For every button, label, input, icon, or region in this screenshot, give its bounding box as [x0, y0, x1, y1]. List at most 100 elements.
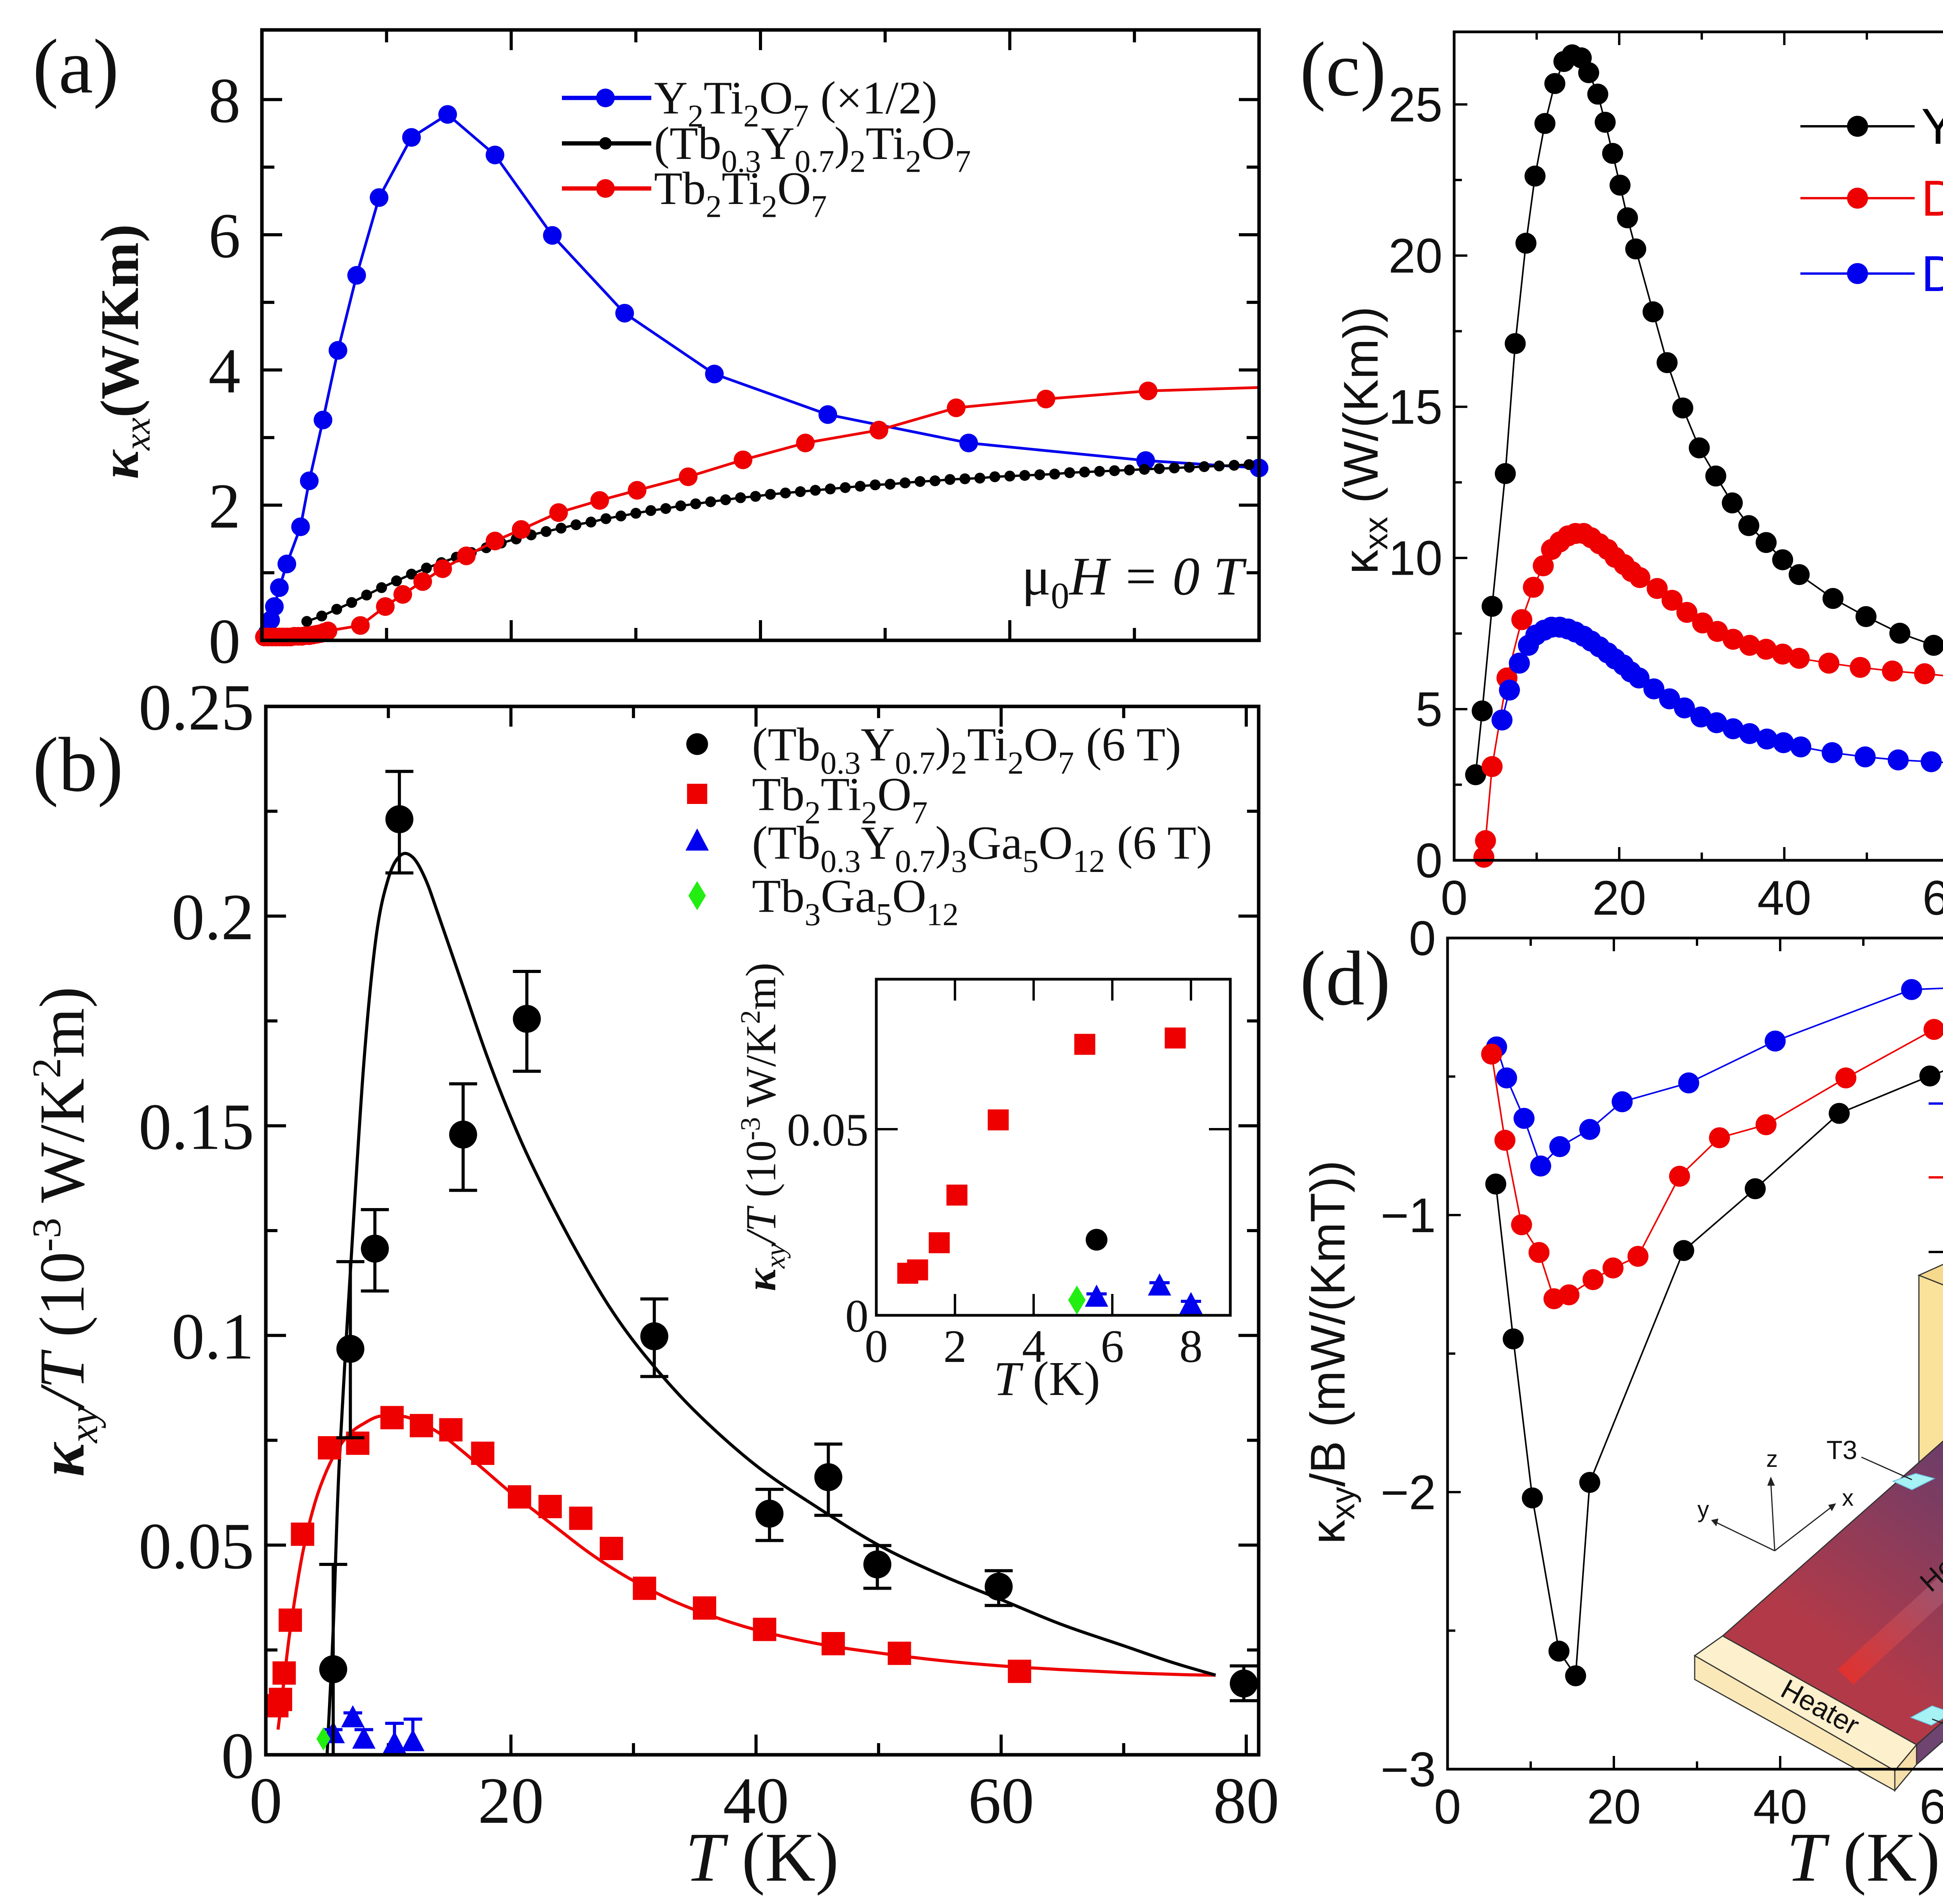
data-point: [1579, 1472, 1600, 1493]
data-point: [1627, 1246, 1649, 1267]
data-point: [1887, 749, 1909, 771]
data-point-square: [380, 1406, 404, 1430]
data-point: [1656, 352, 1678, 373]
data-point: [421, 562, 432, 574]
x-tick-label: 8: [1179, 1320, 1203, 1372]
legend-text-part: Dy: [1921, 170, 1943, 227]
y-tick-label: 15: [1388, 380, 1442, 434]
y-tick-label: 0: [1415, 834, 1442, 888]
inset-data-point: [907, 1259, 928, 1281]
data-point: [840, 482, 851, 493]
data-point: [1854, 746, 1876, 767]
data-point-triangle: [401, 1729, 425, 1751]
inset-data-point: [1165, 1027, 1186, 1049]
data-point: [947, 398, 966, 417]
data-point-square: [822, 1632, 845, 1656]
data-point: [391, 575, 402, 586]
legend-text-part: Tb: [752, 768, 805, 821]
data-point: [1705, 466, 1727, 487]
data-point: [406, 568, 417, 580]
data-point-square: [279, 1608, 302, 1632]
data-point: [438, 105, 457, 124]
data-point: [316, 610, 327, 622]
data-point: [1828, 1103, 1850, 1124]
data-point-square: [600, 1537, 623, 1561]
y-tick-label: 0: [221, 1719, 254, 1792]
data-point: [1646, 578, 1668, 599]
data-point: [1582, 1269, 1604, 1290]
legend-label: DyYTi2O7: [1921, 245, 1943, 312]
legend-subscript: 3: [951, 843, 967, 879]
inset-ylabel-unit-3: m): [737, 962, 785, 1010]
y-axis: [1714, 1521, 1775, 1552]
data-point-circle: [385, 805, 413, 833]
data-point: [413, 572, 432, 591]
inset-data-point: [1085, 1229, 1108, 1251]
data-point-circle: [1230, 1669, 1258, 1698]
data-point: [1228, 460, 1240, 471]
data-point: [1036, 389, 1055, 408]
panel-a-axes: 0 2 4 6 8: [209, 30, 1259, 677]
panel-label-c: (c): [1300, 26, 1386, 112]
data-point: [555, 523, 567, 534]
data-point: [1511, 609, 1533, 630]
x-tick-label: 0: [249, 1764, 283, 1837]
panel-c-data: [1465, 44, 1943, 868]
data-point: [1642, 301, 1664, 323]
inset-ylabel-over-t: /T: [737, 1205, 785, 1246]
inset-frame: [875, 978, 1232, 1317]
svg-text:κxx(W/Km): κxx(W/Km): [90, 224, 158, 479]
y-tick-label: 4: [209, 335, 241, 406]
data-point: [1756, 728, 1777, 750]
legend-text-part: Ga: [821, 870, 876, 922]
x-tick-label: 20: [478, 1764, 544, 1837]
t3-label: T3: [1826, 1435, 1857, 1465]
legend-subscript: 2: [905, 144, 921, 179]
inset-ylabel-unit-2: W/K: [737, 1024, 785, 1117]
z-axis: [1770, 1482, 1776, 1551]
y-tick-label: 0.1: [172, 1300, 255, 1373]
data-point: [1643, 678, 1665, 699]
legend-text-part: ): [834, 117, 850, 169]
data-point: [1889, 622, 1910, 644]
data-point: [750, 491, 761, 502]
x-tick-label: 6: [1101, 1320, 1124, 1372]
data-point: [1706, 712, 1727, 733]
x-tick-label: 2: [943, 1320, 966, 1372]
data-point-circle: [755, 1499, 784, 1528]
legend-text-part: DyYTi: [1921, 245, 1943, 302]
data-point: [1923, 635, 1943, 656]
panel-d-legend: DyYTi2O7Dy2Ti2O7Y2Ti2O7: [1929, 1102, 1943, 1253]
legend-label: Tb2Ti2O7: [654, 162, 827, 224]
legend-subscript: 5: [1022, 843, 1038, 879]
data-point: [346, 597, 357, 608]
legend-text-part: Ti: [967, 718, 1008, 771]
data-point-square: [269, 1688, 292, 1711]
data-point: [1882, 660, 1903, 682]
data-point: [1602, 143, 1623, 164]
data-point: [265, 597, 284, 616]
c-ylabel-kappa: κ: [1334, 549, 1388, 574]
svg-text:κxy/T (10-3 W/K2m): κxy/T (10-3 W/K2m): [735, 962, 791, 1291]
svg-text:κxy/B (mW/(KmT)): κxy/B (mW/(KmT)): [1301, 1160, 1362, 1544]
sample-side: [1916, 1721, 1943, 1766]
data-point: [1472, 700, 1493, 722]
b-ylabel-kappa: κ: [26, 1442, 98, 1477]
data-point: [1772, 643, 1793, 665]
data-point: [780, 487, 791, 499]
legend-marker: [599, 137, 612, 150]
legend-text-part: Ti: [866, 117, 905, 169]
data-point: [1004, 471, 1015, 482]
data-point: [402, 128, 421, 147]
legend-label: Y2Ti2O7 (×1/2): [654, 72, 937, 134]
data-point: [1485, 1173, 1507, 1195]
data-point: [1821, 742, 1843, 763]
data-point: [660, 503, 672, 514]
d-ylabel-kappa: κ: [1301, 1520, 1355, 1544]
inset-data-point: [1085, 1284, 1108, 1307]
b-ylabel-exp: -3: [24, 1218, 69, 1252]
data-point-triangle: [341, 1705, 365, 1728]
legend-subscript: 7: [793, 98, 809, 134]
data-point: [900, 477, 911, 488]
